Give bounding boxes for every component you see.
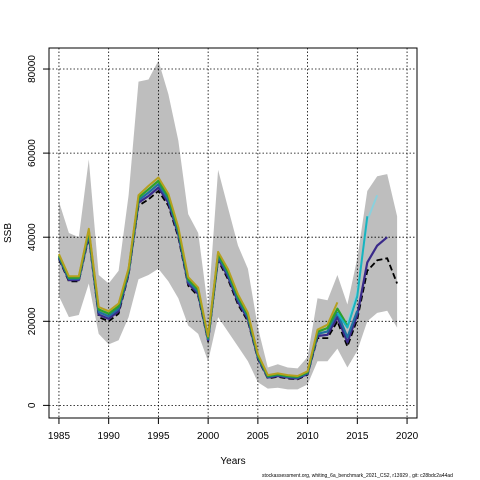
- confidence-band: [58, 60, 398, 390]
- x-tick-label: 2000: [197, 431, 220, 442]
- y-tick-label: 0: [27, 402, 38, 408]
- x-tick-label: 2020: [396, 431, 419, 442]
- x-tick-label: 1995: [147, 431, 170, 442]
- series-line-7: [336, 216, 369, 329]
- x-tick-label: 1985: [48, 431, 71, 442]
- y-axis-title: SSB: [3, 223, 14, 243]
- x-tick-label: 2005: [247, 431, 270, 442]
- x-tick-label: 2015: [346, 431, 369, 442]
- series-line-5: [57, 176, 339, 377]
- y-tick-label: 80000: [27, 55, 38, 83]
- y-tick-label: 60000: [27, 139, 38, 167]
- y-axis: 0 20000 40000 60000 80000: [27, 55, 49, 408]
- confidence-band-layer: [58, 60, 398, 390]
- y-tick-label: 20000: [27, 307, 38, 335]
- x-axis: 1985 1990 1995 2000 2005 2010 2015 2020: [48, 418, 419, 442]
- series-line-2: [57, 186, 388, 380]
- footnote: stockassessment.org, whiting_6a_benchmar…: [262, 473, 453, 479]
- x-tick-label: 2010: [296, 431, 319, 442]
- x-axis-title: Years: [220, 456, 245, 467]
- series-layer: [57, 176, 398, 381]
- y-tick-label: 40000: [27, 223, 38, 251]
- plot-frame: [48, 47, 418, 419]
- x-tick-label: 1990: [98, 431, 121, 442]
